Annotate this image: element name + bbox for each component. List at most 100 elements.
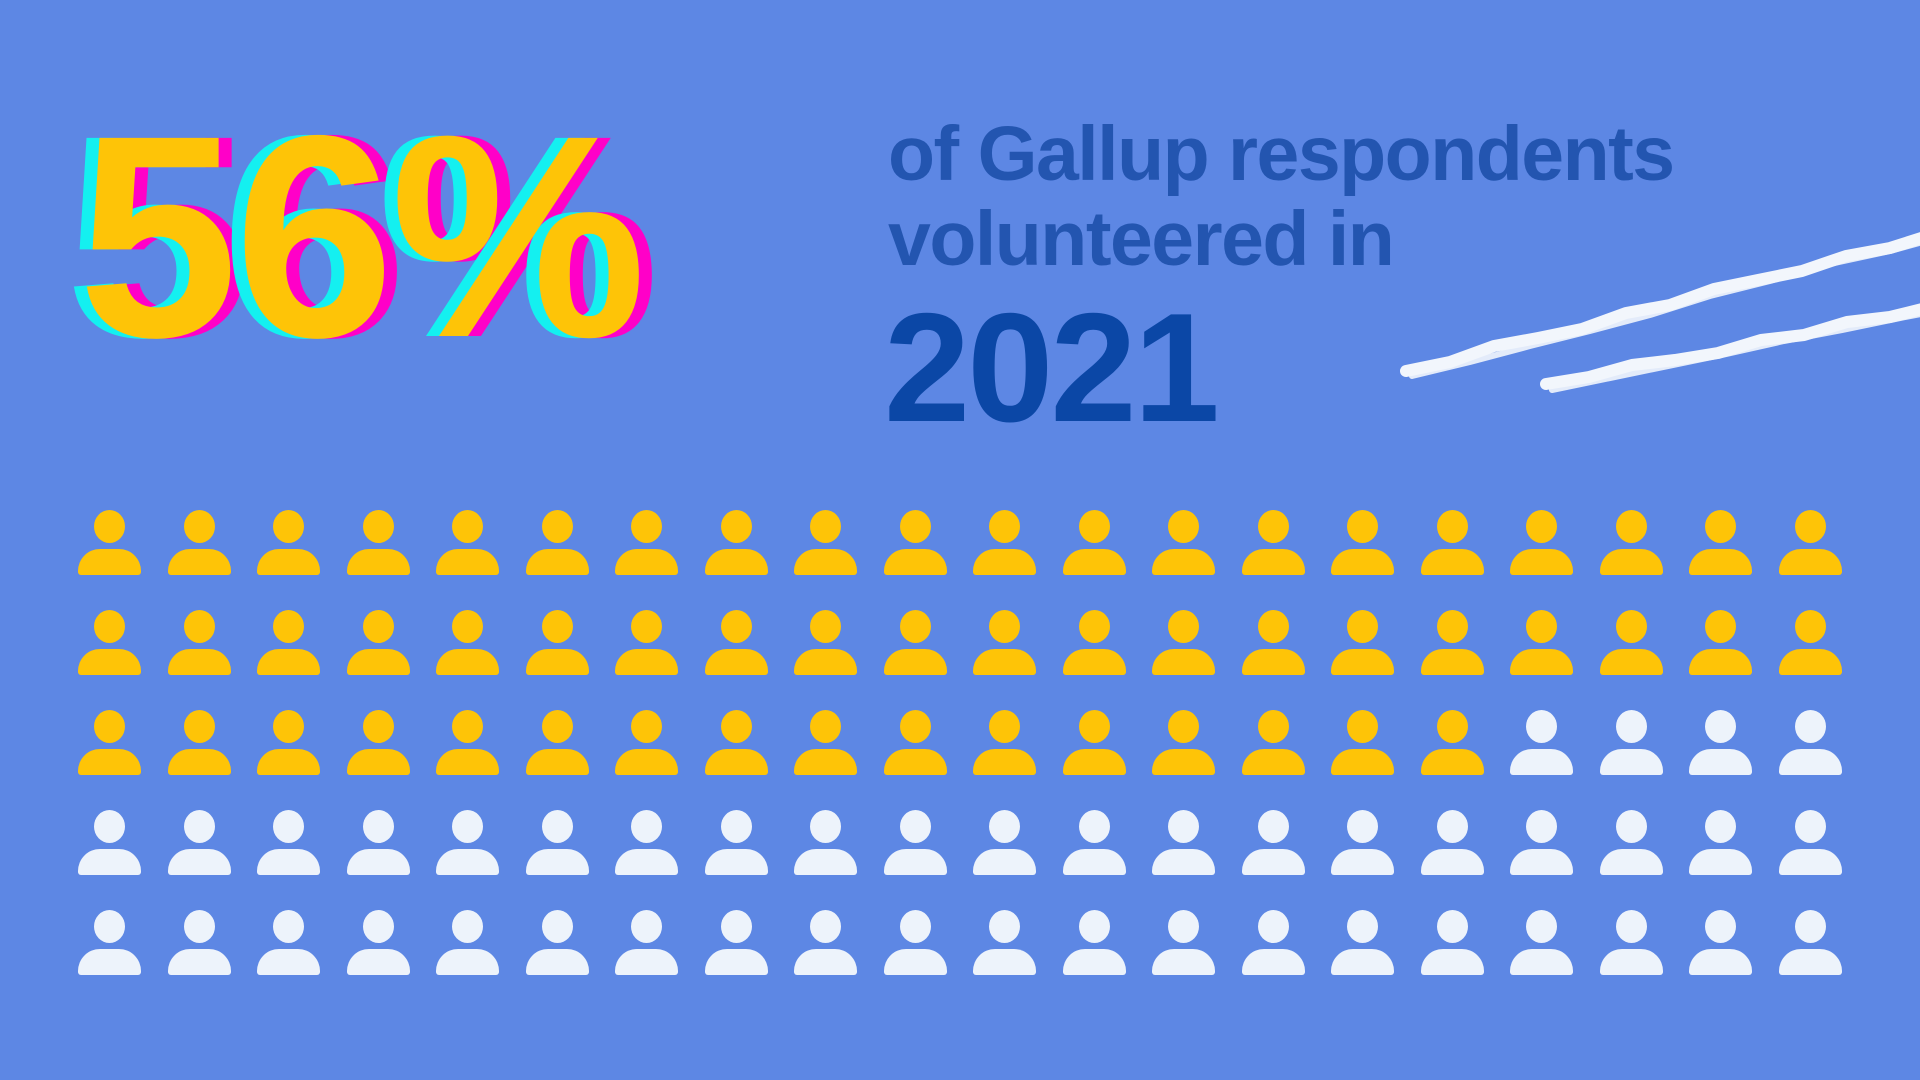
person-torso	[167, 649, 231, 675]
person-head	[989, 510, 1020, 543]
person-torso	[1331, 749, 1394, 775]
person-icon-unfilled	[1241, 810, 1305, 875]
person-head	[1705, 810, 1736, 843]
person-head	[989, 710, 1020, 743]
person-torso	[167, 749, 231, 775]
person-icon-filled	[525, 610, 589, 675]
person-torso	[1241, 649, 1305, 675]
person-torso	[525, 649, 589, 675]
person-icon-filled	[794, 710, 857, 775]
person-torso	[167, 549, 231, 575]
person-torso	[883, 749, 947, 775]
person-icon-filled	[346, 710, 410, 775]
person-head	[183, 610, 215, 643]
person-icon-filled	[1241, 710, 1305, 775]
person-icon-filled	[257, 610, 320, 675]
person-head	[720, 910, 752, 943]
person-torso	[1599, 749, 1663, 775]
person-head	[1257, 910, 1289, 943]
person-torso	[794, 549, 857, 575]
headline-year: 2021	[884, 281, 1220, 454]
person-head	[362, 710, 394, 743]
person-icon-filled	[883, 710, 947, 775]
person-torso	[1062, 849, 1126, 875]
person-icon-filled	[78, 510, 141, 575]
person-torso	[346, 649, 410, 675]
person-torso	[1778, 849, 1842, 875]
person-head	[1615, 710, 1647, 743]
person-head	[1078, 510, 1110, 543]
person-icon-filled	[1510, 610, 1573, 675]
person-torso	[973, 949, 1036, 975]
person-head	[631, 610, 662, 643]
person-icon-filled	[167, 510, 231, 575]
person-icon-unfilled	[257, 810, 320, 875]
person-head	[273, 510, 304, 543]
person-icon-unfilled	[615, 810, 678, 875]
person-icon-unfilled	[1778, 810, 1842, 875]
person-torso	[1689, 749, 1752, 775]
person-torso	[257, 949, 320, 975]
person-torso	[346, 849, 410, 875]
person-icon-filled	[1420, 510, 1484, 575]
person-icon-unfilled	[346, 910, 410, 975]
person-head	[631, 910, 662, 943]
person-head	[989, 810, 1020, 843]
person-head	[362, 910, 394, 943]
person-head	[1794, 810, 1826, 843]
person-head	[989, 610, 1020, 643]
person-torso	[704, 849, 768, 875]
person-head	[452, 810, 483, 843]
person-icon-filled	[1420, 610, 1484, 675]
person-torso	[883, 849, 947, 875]
person-icon-unfilled	[794, 810, 857, 875]
person-icon-filled	[167, 710, 231, 775]
person-torso	[1241, 849, 1305, 875]
person-head	[1526, 710, 1557, 743]
person-head	[1436, 810, 1468, 843]
person-head	[362, 510, 394, 543]
person-head	[541, 810, 573, 843]
person-head	[631, 810, 662, 843]
person-icon-unfilled	[1331, 910, 1394, 975]
person-icon-filled	[883, 510, 947, 575]
person-icon-unfilled	[973, 910, 1036, 975]
person-torso	[525, 549, 589, 575]
person-head	[273, 710, 304, 743]
person-head	[810, 910, 841, 943]
person-head	[94, 910, 125, 943]
person-torso	[257, 649, 320, 675]
person-head	[94, 510, 125, 543]
person-icon-filled	[78, 610, 141, 675]
person-icon-filled	[794, 510, 857, 575]
person-head	[541, 910, 573, 943]
person-icon-filled	[346, 610, 410, 675]
person-torso	[883, 649, 947, 675]
person-icon-unfilled	[257, 910, 320, 975]
person-torso	[1152, 649, 1215, 675]
person-head	[1436, 610, 1468, 643]
person-torso	[1599, 649, 1663, 675]
person-head	[720, 810, 752, 843]
person-icon-unfilled	[1062, 910, 1126, 975]
stat-percentage: 56%	[78, 76, 646, 398]
person-head	[183, 710, 215, 743]
headline-line2: volunteered in	[888, 196, 1395, 282]
person-head	[1615, 910, 1647, 943]
person-icon-filled	[1062, 710, 1126, 775]
person-icon-unfilled	[883, 810, 947, 875]
person-icon-unfilled	[1420, 910, 1484, 975]
person-icon-unfilled	[525, 910, 589, 975]
person-icon-filled	[1331, 610, 1394, 675]
person-torso	[794, 749, 857, 775]
person-head	[631, 710, 662, 743]
person-icon-filled	[973, 710, 1036, 775]
person-torso	[973, 649, 1036, 675]
person-torso	[436, 949, 499, 975]
person-icon-filled	[1152, 610, 1215, 675]
person-head	[1705, 710, 1736, 743]
person-head	[1347, 610, 1378, 643]
person-icon-unfilled	[1420, 810, 1484, 875]
person-torso	[257, 849, 320, 875]
